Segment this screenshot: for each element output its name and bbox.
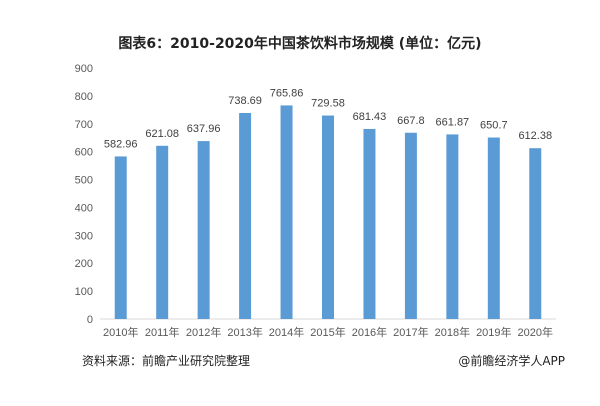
x-tick-label: 2017年 [393, 325, 428, 339]
y-tick-label: 900 [75, 63, 93, 75]
y-tick-label: 0 [87, 314, 93, 326]
bar [529, 148, 542, 319]
x-tick-label: 2010年 [103, 325, 138, 339]
y-tick-label: 300 [75, 230, 93, 242]
x-tick-label: 2020年 [518, 325, 553, 339]
data-label: 738.69 [228, 95, 262, 107]
x-tick-label: 2015年 [310, 325, 345, 339]
bar [404, 132, 417, 319]
y-tick-label: 600 [75, 147, 93, 159]
x-tick-label: 2016年 [352, 325, 387, 339]
bar [322, 115, 334, 319]
y-tick-label: 500 [75, 175, 93, 187]
y-tick-label: 800 [75, 91, 93, 103]
bar [280, 105, 293, 319]
x-tick-label: 2011年 [145, 325, 180, 339]
bar [446, 134, 459, 319]
data-label: 681.43 [353, 111, 387, 123]
data-label: 621.08 [145, 128, 179, 140]
data-label: 637.96 [187, 123, 221, 135]
data-label: 729.58 [311, 98, 345, 110]
bar [156, 145, 169, 319]
data-label: 582.96 [104, 138, 138, 150]
x-tick-label: 2018年 [435, 325, 470, 339]
source-note: 资料来源：前瞻产业研究院整理 [82, 354, 251, 368]
x-tick-label: 2012年 [186, 325, 221, 339]
data-label: 612.38 [518, 130, 552, 142]
bar [114, 156, 127, 319]
y-tick-label: 700 [75, 119, 93, 131]
bar [487, 137, 500, 319]
bar [239, 112, 252, 319]
bar [197, 141, 210, 319]
data-label: 667.8 [397, 115, 425, 127]
data-label: 650.7 [480, 120, 508, 132]
y-tick-label: 400 [75, 202, 93, 214]
x-tick-label: 2014年 [269, 325, 304, 339]
data-label: 661.87 [436, 116, 470, 128]
y-tick-label: 200 [75, 258, 93, 270]
data-label: 765.86 [270, 87, 304, 99]
credit-note: @前瞻经济学人APP [458, 354, 565, 368]
y-tick-label: 100 [75, 286, 93, 298]
x-tick-label: 2013年 [227, 325, 262, 339]
chart-title: 图表6：2010-2020年中国茶饮料市场规模 (单位：亿元) [118, 36, 482, 52]
x-tick-label: 2019年 [476, 325, 511, 339]
bar [363, 128, 376, 319]
